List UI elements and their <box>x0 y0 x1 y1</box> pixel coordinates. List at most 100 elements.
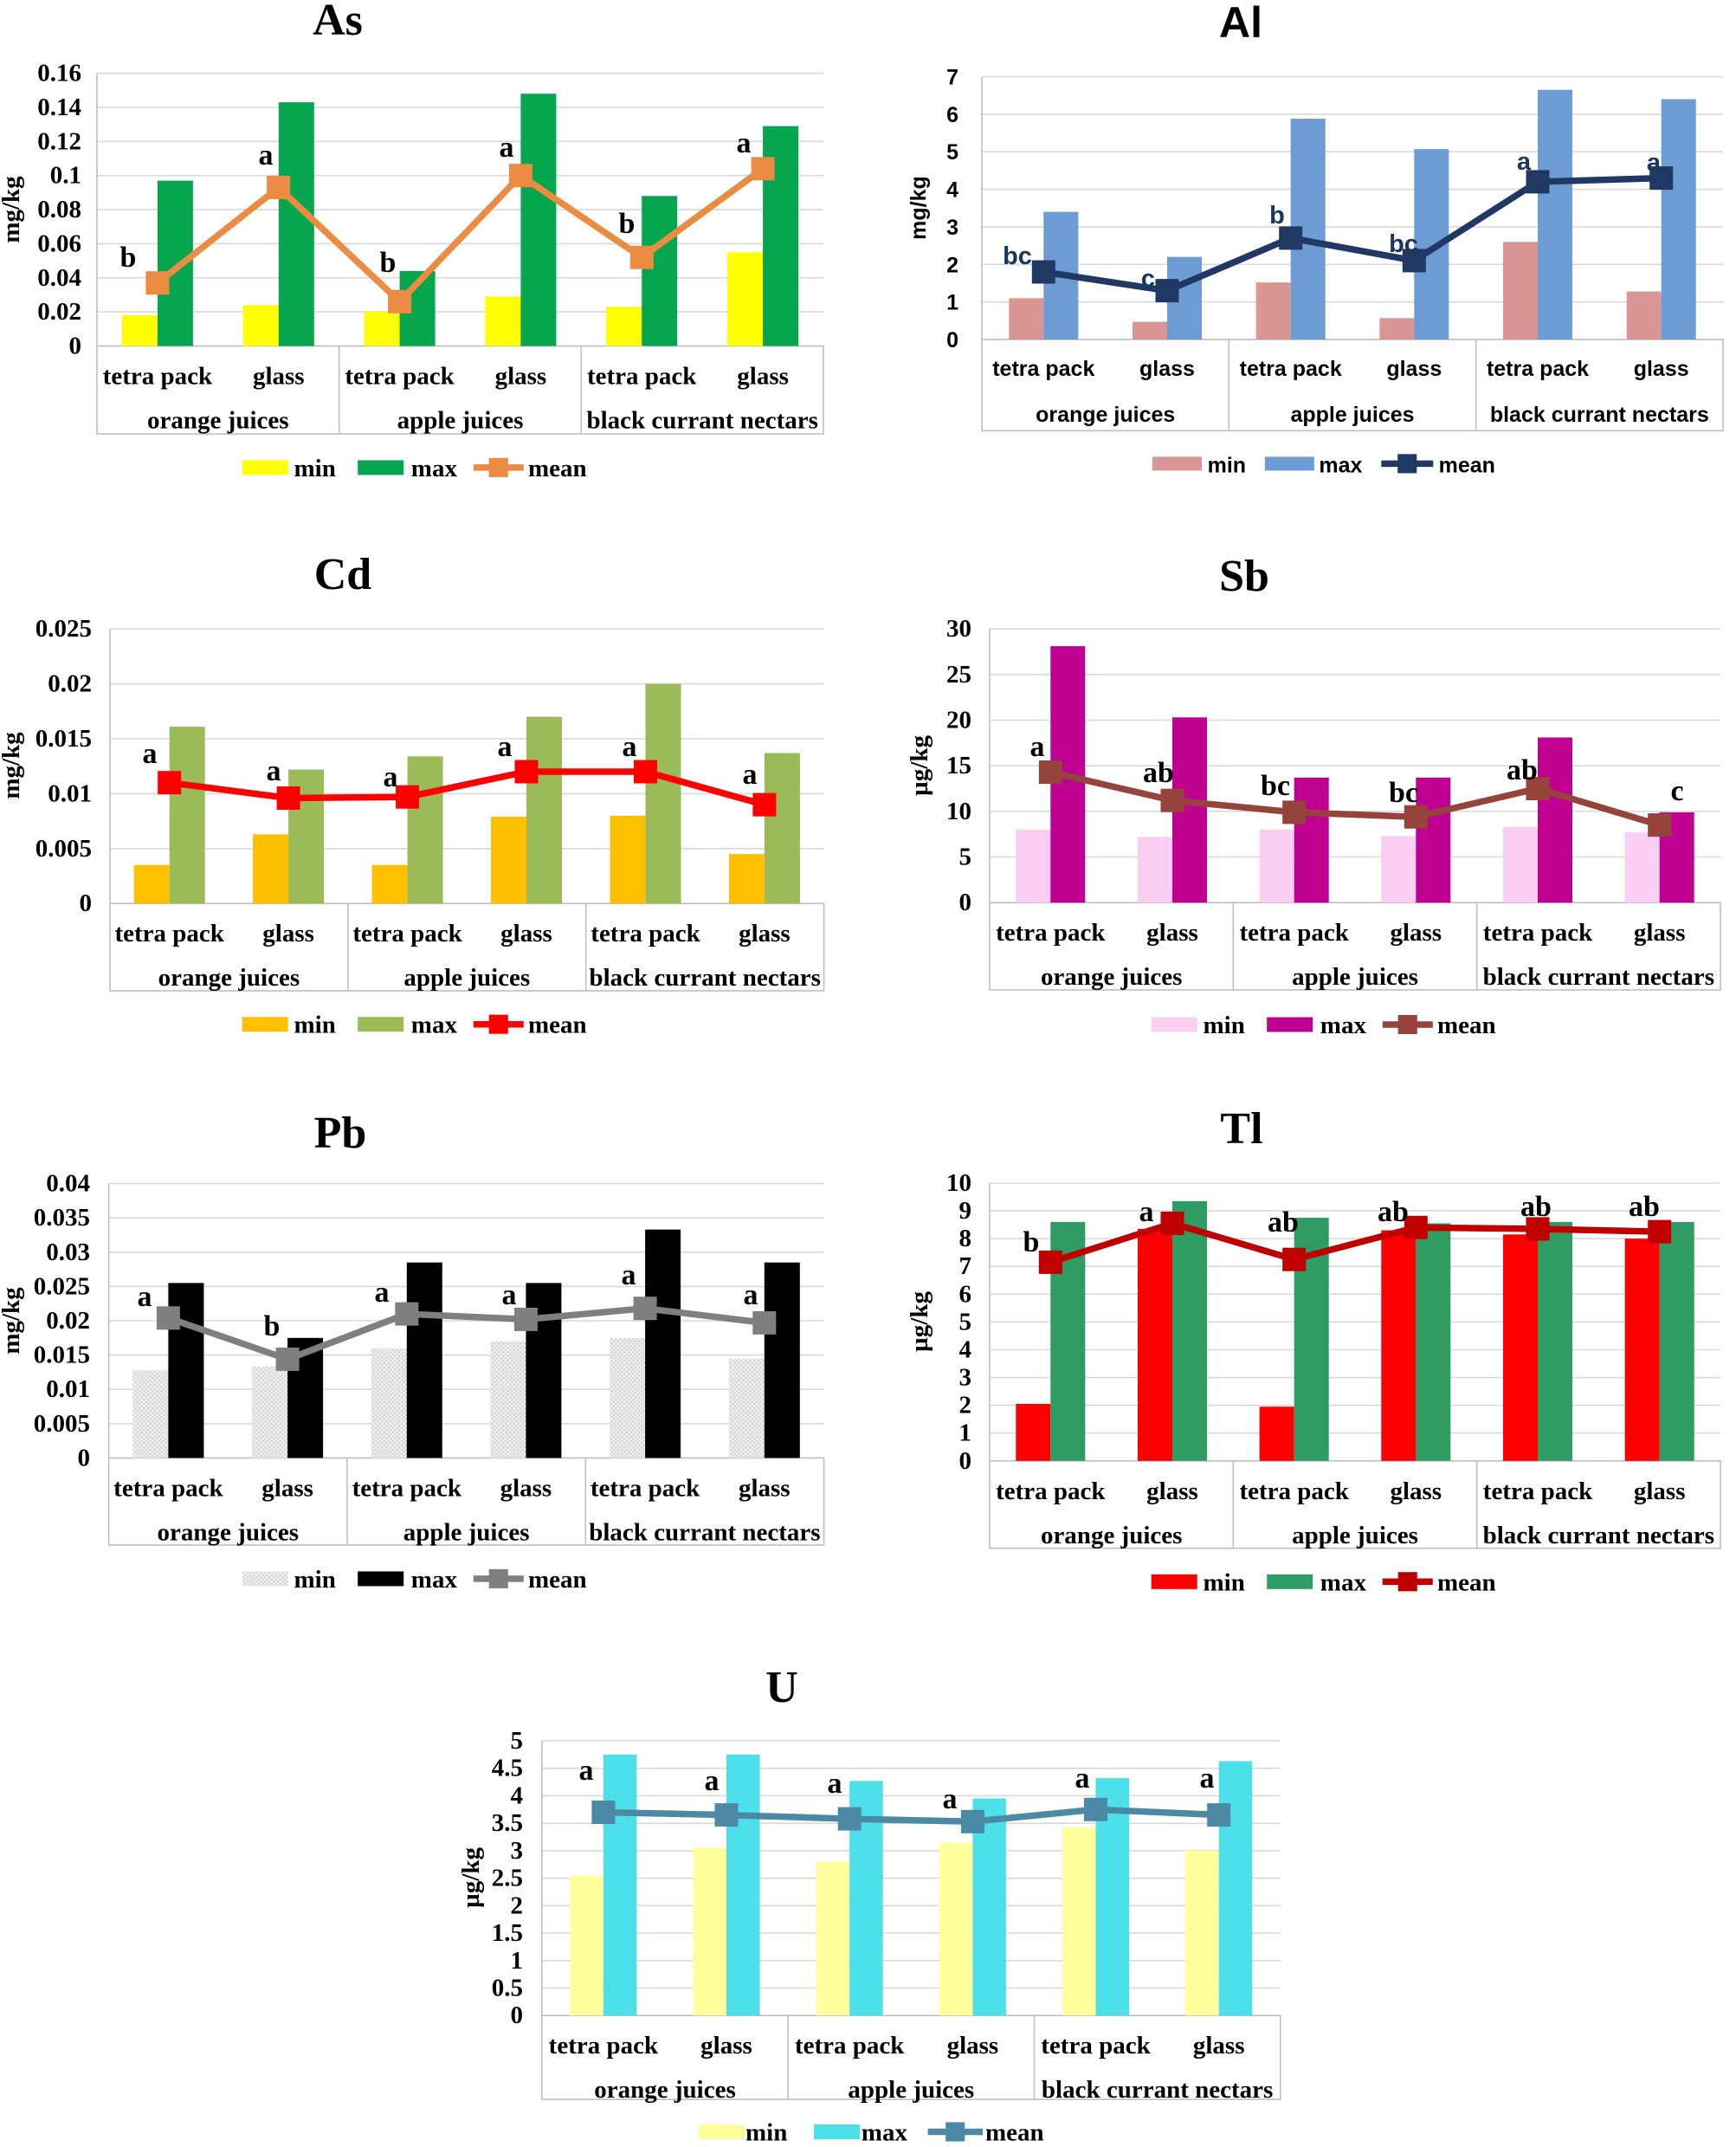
svg-text:glass: glass <box>253 363 305 391</box>
svg-text:a: a <box>498 731 513 763</box>
svg-text:glass: glass <box>947 2032 999 2060</box>
svg-text:2.5: 2.5 <box>492 1865 523 1892</box>
svg-text:7: 7 <box>959 1252 972 1280</box>
svg-text:tetra pack: tetra pack <box>549 2032 659 2060</box>
svg-text:tetra pack: tetra pack <box>1239 919 1349 947</box>
svg-text:max: max <box>1319 453 1362 477</box>
svg-text:5: 5 <box>511 1727 524 1755</box>
svg-text:0.02: 0.02 <box>48 670 92 698</box>
svg-text:max: max <box>862 2119 908 2147</box>
svg-text:tetra pack: tetra pack <box>352 920 462 947</box>
svg-text:0: 0 <box>946 328 958 352</box>
svg-text:b: b <box>1023 1226 1040 1258</box>
svg-text:tetra pack: tetra pack <box>1240 357 1342 381</box>
svg-text:mean: mean <box>1439 453 1495 477</box>
svg-text:tetra pack: tetra pack <box>114 920 224 947</box>
svg-text:max: max <box>1320 1568 1367 1596</box>
svg-text:tetra pack: tetra pack <box>590 920 700 947</box>
svg-text:glass: glass <box>1386 357 1442 381</box>
svg-text:min: min <box>745 2119 787 2147</box>
svg-text:a: a <box>943 1783 958 1815</box>
svg-text:glass: glass <box>1390 919 1442 947</box>
svg-text:5: 5 <box>959 844 972 871</box>
svg-text:8: 8 <box>959 1225 972 1252</box>
svg-text:orange juices: orange juices <box>1041 1522 1183 1549</box>
svg-text:0.035: 0.035 <box>34 1204 90 1232</box>
svg-text:mean: mean <box>528 1566 587 1594</box>
svg-text:tetra pack: tetra pack <box>996 1478 1106 1505</box>
svg-text:10: 10 <box>946 1169 971 1197</box>
svg-text:tetra pack: tetra pack <box>345 363 455 391</box>
svg-text:a: a <box>1200 1762 1215 1795</box>
svg-text:6: 6 <box>946 103 958 127</box>
svg-text:orange juices: orange juices <box>147 407 289 435</box>
svg-text:glass: glass <box>739 920 791 947</box>
svg-text:mean: mean <box>1437 1012 1496 1039</box>
svg-text:tetra pack: tetra pack <box>1487 357 1589 381</box>
svg-text:1.5: 1.5 <box>492 1919 523 1947</box>
svg-text:3: 3 <box>511 1837 524 1865</box>
svg-text:Sb: Sb <box>1219 552 1269 601</box>
svg-text:b: b <box>380 247 397 279</box>
svg-text:0: 0 <box>80 889 93 917</box>
svg-text:a: a <box>828 1768 842 1800</box>
svg-text:black currant nectars: black currant nectars <box>589 964 820 992</box>
svg-text:0.015: 0.015 <box>35 725 92 753</box>
svg-text:3: 3 <box>946 216 958 240</box>
svg-text:0.005: 0.005 <box>35 835 92 863</box>
svg-text:glass: glass <box>500 920 552 947</box>
svg-text:orange juices: orange juices <box>594 2076 736 2104</box>
svg-text:25: 25 <box>946 661 971 689</box>
svg-text:mean: mean <box>1437 1568 1496 1596</box>
svg-text:b: b <box>264 1310 281 1342</box>
svg-text:a: a <box>384 761 398 793</box>
svg-text:apple juices: apple juices <box>403 1518 530 1546</box>
svg-text:a: a <box>744 1279 758 1311</box>
svg-text:glass: glass <box>1193 2032 1245 2060</box>
svg-text:1: 1 <box>511 1947 524 1975</box>
svg-text:0: 0 <box>69 333 82 360</box>
svg-text:bc: bc <box>1261 770 1290 802</box>
svg-text:0.08: 0.08 <box>37 196 81 223</box>
svg-text:glass: glass <box>737 363 789 391</box>
svg-text:glass: glass <box>495 363 547 391</box>
svg-text:glass: glass <box>1634 357 1689 381</box>
svg-text:mean: mean <box>985 2119 1044 2147</box>
svg-text:orange juices: orange juices <box>158 964 300 992</box>
svg-text:tetra pack: tetra pack <box>992 357 1094 381</box>
svg-text:tetra pack: tetra pack <box>996 919 1106 947</box>
svg-text:orange juices: orange juices <box>1036 403 1175 427</box>
svg-text:µg/kg: µg/kg <box>457 1847 485 1908</box>
svg-text:0.04: 0.04 <box>46 1170 90 1198</box>
svg-text:black currant nectars: black currant nectars <box>1483 1522 1714 1549</box>
svg-text:min: min <box>1208 453 1246 477</box>
svg-text:5: 5 <box>946 140 958 165</box>
svg-text:a: a <box>737 127 752 159</box>
svg-text:10: 10 <box>946 798 971 825</box>
svg-text:glass: glass <box>1146 1478 1198 1505</box>
svg-text:black currant nectars: black currant nectars <box>1483 963 1714 991</box>
svg-text:Cd: Cd <box>314 550 372 599</box>
svg-text:0.1: 0.1 <box>50 162 81 190</box>
svg-text:tetra pack: tetra pack <box>113 1474 223 1502</box>
svg-text:c: c <box>1670 775 1683 807</box>
svg-text:0: 0 <box>959 889 972 916</box>
svg-text:a: a <box>1139 1196 1154 1228</box>
svg-text:0: 0 <box>511 2001 524 2029</box>
svg-text:glass: glass <box>262 920 314 947</box>
svg-text:mg/kg: mg/kg <box>0 732 25 799</box>
svg-text:tetra pack: tetra pack <box>1041 2032 1151 2060</box>
svg-text:tetra pack: tetra pack <box>590 1474 700 1502</box>
svg-text:0.14: 0.14 <box>37 94 81 121</box>
svg-text:a: a <box>500 132 514 164</box>
svg-text:b: b <box>1269 202 1285 230</box>
svg-text:min: min <box>294 1012 336 1039</box>
svg-text:apple juices: apple juices <box>397 407 524 435</box>
svg-text:tetra pack: tetra pack <box>795 2032 905 2060</box>
svg-text:min: min <box>294 1566 336 1594</box>
svg-text:glass: glass <box>261 1474 313 1502</box>
svg-text:black currant nectars: black currant nectars <box>1042 2076 1273 2104</box>
svg-text:30: 30 <box>946 615 971 643</box>
svg-text:ab: ab <box>1143 757 1174 789</box>
svg-text:2: 2 <box>946 253 958 277</box>
